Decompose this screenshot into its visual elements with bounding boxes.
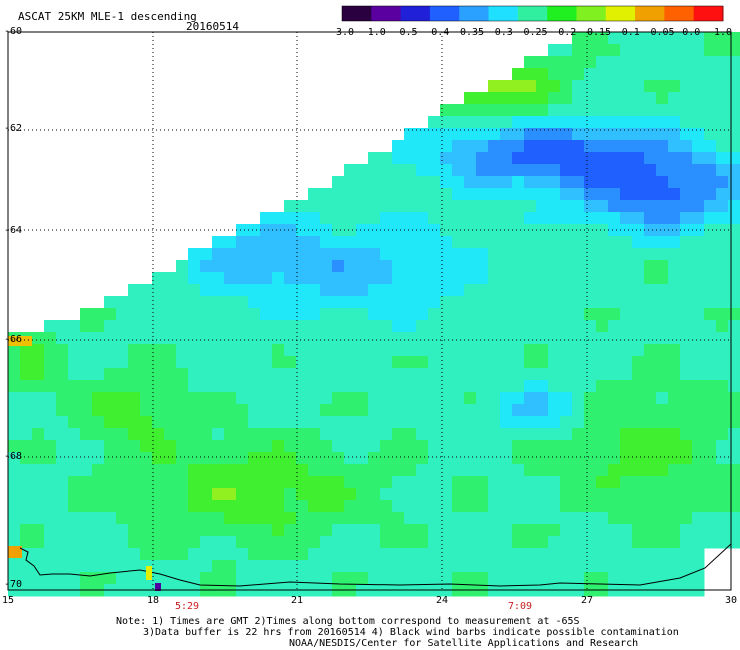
colorbar-swatch-11 [664,6,695,21]
colorbar-label-9: -0.1 [615,27,640,38]
colorbar-label-0: -3.0 [329,27,355,38]
colorbar-swatch-0 [342,6,372,21]
lon-label-15: 15 [1,595,15,606]
note-line-2: 3)Data buffer is 22 hrs from 20160514 4)… [143,627,679,638]
product-title: ASCAT 25KM MLE-1 descending [18,10,197,23]
colorbar-swatch-7 [547,6,577,21]
colorbar-label-6: -0.25 [517,27,548,38]
time-label-1: 5:29 [175,601,200,612]
lat-label-68: -68 [4,451,23,462]
lat-label-62: -62 [4,123,23,134]
lon-label-21: 21 [290,595,304,606]
colorbar-swatch-10 [635,6,665,21]
colorbar-frame [341,5,724,22]
colorbar-label-8: -0.15 [580,27,612,38]
colorbar-swatch-2 [400,6,431,21]
map-frame [7,31,732,591]
colorbar-swatch-1 [371,6,402,21]
high-value-cell [8,546,22,558]
colorbar-label-11: 0.0 [682,27,701,38]
colorbar-label-10: -0.05 [644,27,675,38]
lat-label-66: -66 [4,334,23,345]
colorbar-label-5: -0.3 [488,27,513,38]
colorbar-label-12: 1.0 [713,27,733,38]
colorbar-swatch-12 [693,6,724,21]
note-line-1: Note: 1) Times are GMT 2)Times along bot… [116,616,580,627]
high-value-cell-edge [8,336,32,346]
yellow-cell [146,566,152,580]
colorbar-label-7: -0.2 [552,27,577,38]
colorbar-swatch-5 [488,6,519,21]
colorbar-label-3: -0.4 [425,27,450,38]
colorbar-swatch-9 [605,6,636,21]
colorbar-label-4: -0.35 [453,27,485,38]
lat-label-64: -64 [4,225,23,236]
lon-label-18: 18 [146,595,160,606]
colorbar-label-2: -0.5 [393,27,418,38]
product-date: 20160514 [186,20,239,33]
lon-label-27: 27 [580,595,594,606]
colorbar-swatch-6 [517,6,548,21]
colorbar-swatch-4 [459,6,490,21]
lon-label-30: 30 [724,595,738,606]
colorbar-swatch-3 [429,6,460,21]
purple-cell [155,583,161,591]
note-line-3: NOAA/NESDIS/Center for Satellite Applica… [289,638,639,649]
colorbar-swatch-8 [576,6,607,21]
lat-label-70: -70 [4,579,23,590]
colorbar-label-1: -1.0 [361,27,386,38]
time-label-2: 7:09 [508,601,533,612]
lon-label-24: 24 [435,595,449,606]
lat-label-60: -60 [4,26,23,37]
wind-field-raster [8,32,740,597]
coastline [19,543,732,587]
